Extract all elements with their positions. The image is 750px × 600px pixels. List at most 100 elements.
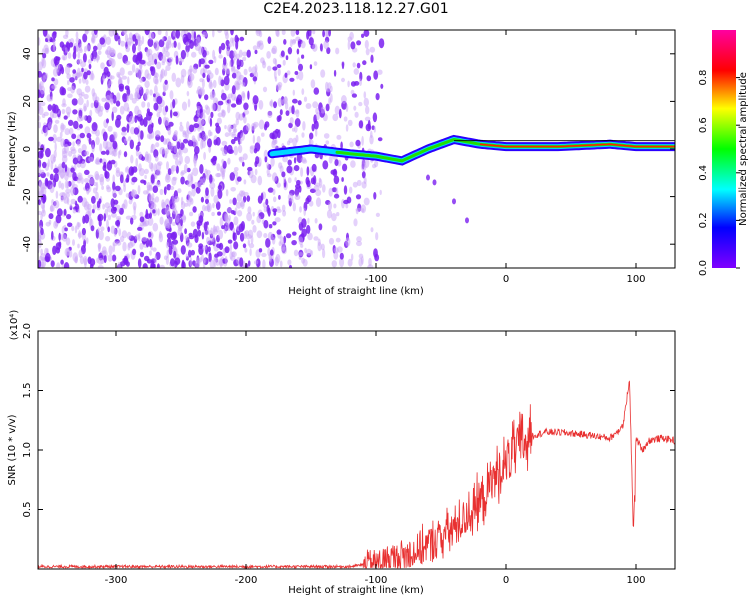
spectrogram-cell: [119, 174, 124, 184]
y-tick-label: 0.5: [22, 502, 33, 518]
spectrogram-cell: [294, 194, 301, 200]
spectrogram-cell: [217, 30, 222, 34]
spectrogram-cell: [331, 213, 337, 222]
spectrogram-cell: [322, 30, 325, 38]
spectrogram-cell: [220, 42, 226, 51]
spectrogram-cell: [137, 151, 142, 160]
spectrogram-cell: [295, 36, 301, 42]
spectrogram-cell: [325, 103, 330, 112]
spectrogram-cell: [67, 222, 73, 228]
spectrogram-cell: [298, 252, 304, 257]
spectrogram-cell: [285, 55, 289, 61]
spectrogram-cell: [251, 219, 255, 225]
spectrogram-cell: [82, 53, 87, 63]
spectrogram-cell: [78, 230, 81, 240]
spectrogram-cell: [229, 221, 234, 231]
spectrogram-cell: [139, 77, 144, 83]
spectrogram-cell: [272, 66, 278, 71]
spectrogram-cell: [306, 166, 310, 176]
x-tick-label: -200: [235, 575, 258, 586]
spectrogram-cell: [363, 197, 370, 206]
spectrogram-cell: [334, 158, 339, 167]
spectrogram-cell: [104, 171, 110, 179]
spectrogram-cell: [335, 47, 340, 55]
spectrogram-cell: [225, 213, 229, 222]
spectrogram-cell: [350, 160, 356, 168]
spectrogram-cell: [264, 121, 270, 128]
spectrogram-cell: [227, 104, 231, 114]
spectrogram-cell: [100, 62, 105, 70]
spectrogram-cell: [311, 163, 317, 172]
spectrogram-cell: [77, 58, 83, 65]
spectrogram-cell: [236, 58, 240, 68]
spectrogram-cell: [272, 188, 276, 195]
spectrogram-cell: [107, 125, 113, 132]
spectrogram-cell: [172, 99, 176, 109]
spectrogram-cell: [320, 106, 326, 114]
spectrogram-cell: [81, 144, 87, 152]
spectrogram-cell: [160, 68, 165, 79]
spectrogram-cell: [356, 179, 362, 187]
spectrogram-x-label: Height of straight line (km): [288, 286, 424, 297]
spectrogram-cell: [147, 38, 154, 47]
snr-y-scale-label: (x10⁴): [9, 310, 20, 341]
spectrogram-cell: [68, 119, 74, 126]
y-tick-label: 0: [22, 146, 33, 152]
spectrogram-cell: [303, 207, 307, 216]
spectrogram-cell: [70, 85, 75, 94]
spectrogram-cell: [236, 37, 240, 42]
spectrogram-cell: [110, 159, 116, 165]
spectrogram-cell: [53, 42, 56, 52]
spectrogram-cell: [132, 54, 139, 63]
spectrogram-cell: [365, 48, 370, 56]
spectrogram-cell: [269, 249, 274, 256]
spectrogram-cell: [230, 103, 237, 108]
spectrogram-cell: [213, 56, 217, 64]
spectrogram-cell: [203, 135, 208, 141]
spectrogram-cell: [347, 119, 353, 127]
spectrogram-cell: [116, 204, 121, 213]
spectrogram-cell: [139, 242, 144, 250]
spectrogram-cell: [328, 237, 335, 245]
spectrogram-cell: [168, 142, 174, 152]
spectrogram-cell: [245, 233, 252, 240]
spectrogram-cell: [118, 83, 125, 90]
spectrogram-cell: [191, 183, 196, 189]
spectrogram-cell: [97, 242, 102, 250]
spectrogram-cell: [361, 171, 366, 179]
spectrogram-cell: [232, 197, 237, 206]
spectrogram-cell: [71, 179, 75, 188]
spectrogram-cell: [249, 248, 252, 256]
spectrogram-cell: [232, 231, 235, 241]
spectrogram-cell: [239, 36, 245, 42]
spectrogram-cell: [122, 257, 128, 263]
spectrogram-cell: [123, 184, 126, 193]
snr-x-label: Height of straight line (km): [288, 585, 424, 596]
spectrogram-cell: [72, 109, 78, 115]
spectrogram-cell: [114, 185, 121, 192]
spectrogram-cell: [281, 204, 286, 212]
spectrogram-cell: [52, 245, 57, 255]
spectrogram-cell: [370, 54, 374, 63]
x-tick-label: 0: [503, 575, 509, 586]
spectrogram-cell: [204, 205, 208, 212]
spectrogram-cell: [174, 257, 181, 266]
spectrogram-cell: [196, 36, 201, 46]
spectrogram-cell: [174, 195, 180, 203]
spectrogram-cell: [141, 35, 145, 45]
spectrogram-cell: [223, 56, 227, 66]
spectrogram-cell: [193, 31, 197, 40]
spectrogram-cell: [330, 93, 333, 103]
spectrogram-x-ticks: -300 -200 -100 0 100: [105, 30, 646, 285]
spectrogram-cell: [98, 173, 105, 183]
spectrogram-cell: [256, 230, 263, 239]
spectrogram-cell: [237, 144, 243, 154]
spectrogram-cell: [72, 69, 77, 74]
spectrogram-cell: [367, 119, 371, 130]
spectrogram-cell: [108, 80, 113, 85]
spectrogram-cell: [165, 30, 168, 37]
spectrogram-cell: [148, 32, 155, 41]
spectrogram-cell: [173, 40, 177, 48]
spectrogram-cell: [112, 189, 117, 198]
